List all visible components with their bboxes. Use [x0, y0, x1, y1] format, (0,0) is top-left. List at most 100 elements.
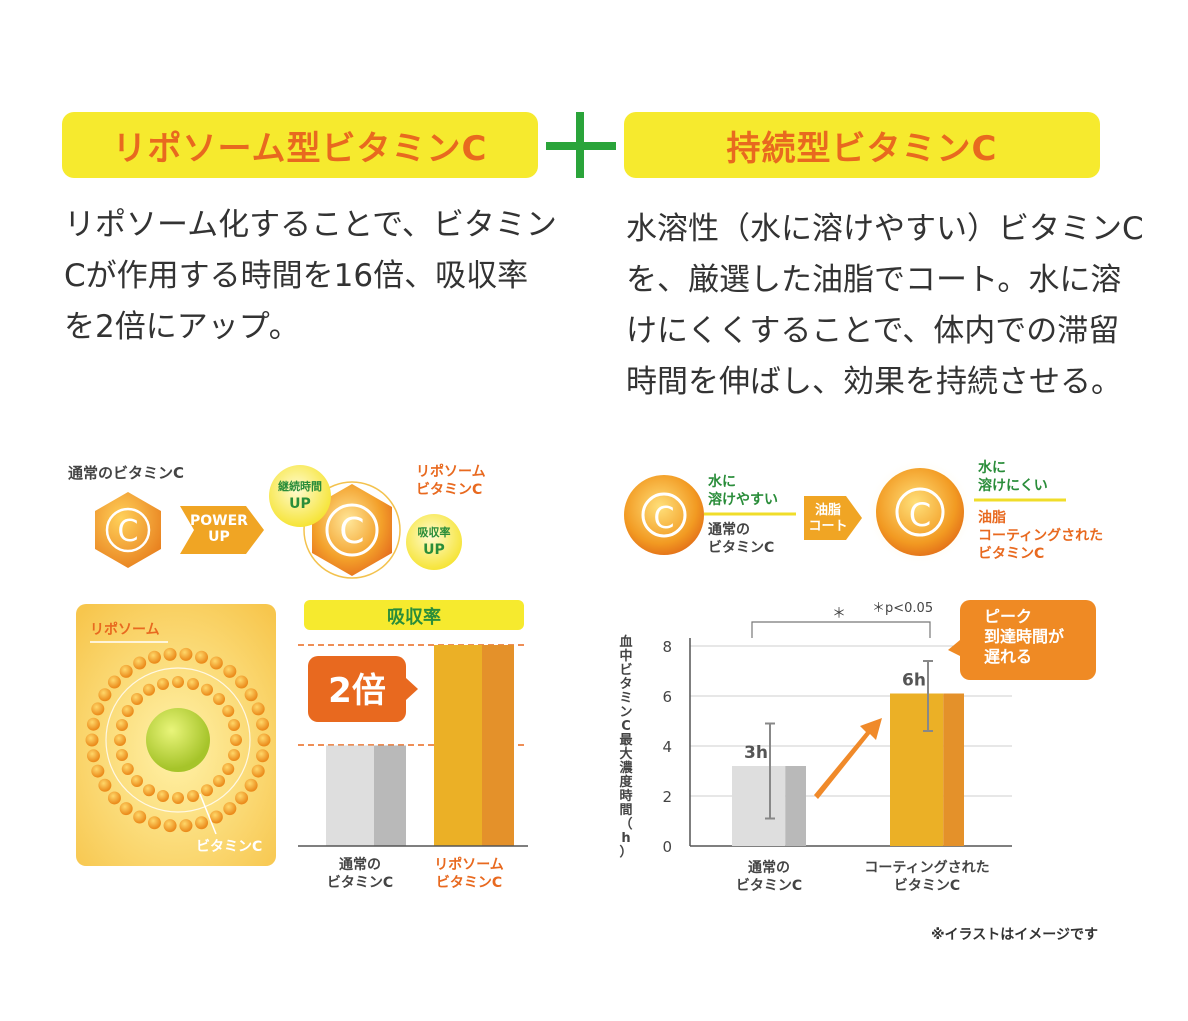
- liposome-bead: [115, 749, 128, 762]
- duration-up-badge-icon: [269, 465, 331, 527]
- liposome-bead: [228, 718, 241, 731]
- bar: [732, 766, 786, 846]
- callout-text: 遅れる: [984, 647, 1032, 666]
- liposome-bead: [187, 790, 200, 803]
- absorb-up-label: 吸収率: [418, 525, 451, 539]
- liposome-beads: [85, 647, 271, 833]
- bar-value-label: 6h: [902, 671, 926, 691]
- liposome-ring: [303, 481, 401, 579]
- liposome-bead: [195, 816, 209, 830]
- liposome-bead: [256, 749, 270, 763]
- y-axis-label-char: ン: [619, 705, 632, 720]
- normal-vc-label: ビタミンC: [708, 540, 774, 556]
- liposome-bead: [230, 734, 242, 746]
- coating-arrow-icon: [804, 496, 862, 540]
- y-axis-label-char: 時: [619, 788, 632, 804]
- normal-vc-label: 通常の: [708, 521, 750, 538]
- liposome-bead: [235, 675, 249, 689]
- ball-ring: [641, 492, 687, 538]
- liposome-diagram: 通常のビタミンC C POWER UP C 継続時間 UP 吸収率 UP リポソ…: [68, 463, 486, 579]
- y-axis-label-char: 度: [619, 774, 633, 790]
- liposome-bead: [223, 802, 237, 816]
- x-label: ビタミンC: [894, 878, 960, 894]
- liposome-bead: [91, 764, 105, 778]
- liposome-bead: [143, 683, 155, 696]
- coating-arrow-label: コート: [808, 519, 847, 534]
- liposome-bead: [133, 810, 147, 824]
- y-axis-label-char: ミ: [619, 691, 632, 706]
- liposome-bead: [223, 664, 237, 678]
- liposome-bead: [86, 749, 100, 763]
- liposome-bead: [85, 733, 99, 747]
- y-axis-label-char: 濃: [619, 760, 633, 776]
- liposome-bead: [86, 717, 100, 731]
- callout-pointer: [948, 640, 960, 656]
- peak-delay-callout: [960, 600, 1096, 680]
- liposome-vc-label: リポソーム: [416, 463, 486, 480]
- x-label: コーティングされた: [864, 859, 989, 876]
- liposome-bead: [172, 676, 184, 688]
- x-label: ビタミンC: [436, 875, 502, 891]
- x-label: ビタミンC: [736, 878, 802, 894]
- liposome-bead: [244, 688, 258, 702]
- liposome-bead: [244, 778, 258, 792]
- y-axis-label-char: 最: [619, 733, 633, 748]
- coated-ball-ring: [895, 487, 945, 537]
- liposome-bead: [251, 702, 265, 716]
- y-tick-label: 0: [662, 838, 672, 856]
- bar-shade: [374, 745, 406, 846]
- callout-text: ピーク: [984, 607, 1032, 626]
- x-label: 通常の: [339, 856, 381, 873]
- liposome-bead: [91, 702, 105, 716]
- desc-line: を、厳選した油脂でコート。水に溶: [626, 262, 1122, 298]
- significance-note: ＊p<0.05: [872, 601, 933, 616]
- liposome-bead: [228, 749, 241, 762]
- c-letter: C: [118, 514, 139, 549]
- double-badge-label: 2倍: [328, 671, 386, 711]
- liposome-bead: [98, 688, 112, 702]
- illustration-footnote: ※イラストはイメージです: [930, 927, 1098, 943]
- power-up-label: UP: [208, 529, 230, 545]
- desc-line: 水溶性（水に溶けやすい）ビタミンC: [626, 211, 1144, 247]
- coated-vc-label: コーティングされた: [978, 527, 1103, 544]
- liposome-bead: [201, 784, 213, 797]
- significance-bracket: [751, 621, 931, 638]
- power-up-label: POWER: [190, 513, 248, 529]
- bilayer-line: [105, 667, 251, 813]
- double-badge: [308, 656, 406, 722]
- vitamin-c-ball-icon: [624, 475, 704, 555]
- liposome-bead: [209, 656, 223, 670]
- liposome-bead: [147, 650, 161, 664]
- coated-vitamin-c-ball-icon: [876, 468, 964, 556]
- bar-shade: [482, 645, 514, 846]
- desc-line: 時間を伸ばし、効果を持続させる。: [626, 364, 1122, 400]
- liposome-bead: [163, 819, 177, 833]
- desc-line: Cが作用する時間を16倍、吸収率: [64, 258, 529, 294]
- big-vitamin-c-hexagon-icon: [312, 484, 392, 576]
- y-tick-label: 8: [662, 638, 672, 656]
- liposome-bead: [222, 705, 235, 717]
- liposome-bead: [195, 650, 209, 664]
- x-label: リポソーム: [434, 856, 504, 873]
- y-axis-label-char: （: [619, 816, 632, 832]
- bar-value-label: 3h: [744, 743, 768, 763]
- hexagon-ring: [105, 507, 151, 553]
- liposome-vitamin-c-title: リポソーム型ビタミンC: [62, 112, 538, 178]
- liposome-label: リポソーム: [90, 621, 160, 638]
- liposome-bead: [187, 677, 200, 690]
- bar: [434, 645, 482, 846]
- increase-arrow-icon: [814, 718, 882, 799]
- liposome-bead: [98, 778, 112, 792]
- y-tick-label: 6: [662, 688, 672, 706]
- liposome-bead: [179, 819, 193, 833]
- liposome-bead: [209, 810, 223, 824]
- liposome-bead: [156, 790, 169, 803]
- c-letter: C: [654, 501, 675, 536]
- y-tick-label: 2: [662, 788, 672, 806]
- water-resistant-label: 溶けにくい: [978, 477, 1048, 494]
- desc-line: を2倍にアップ。: [64, 309, 300, 345]
- liposome-bead: [235, 791, 249, 805]
- y-axis-label-char: タ: [619, 677, 632, 692]
- water-soluble-label: 水に: [708, 473, 736, 490]
- coating-diagram: C 水に 溶けやすい 通常の ビタミンC 油脂 コート C 水に 溶けにくい 油…: [624, 458, 1103, 566]
